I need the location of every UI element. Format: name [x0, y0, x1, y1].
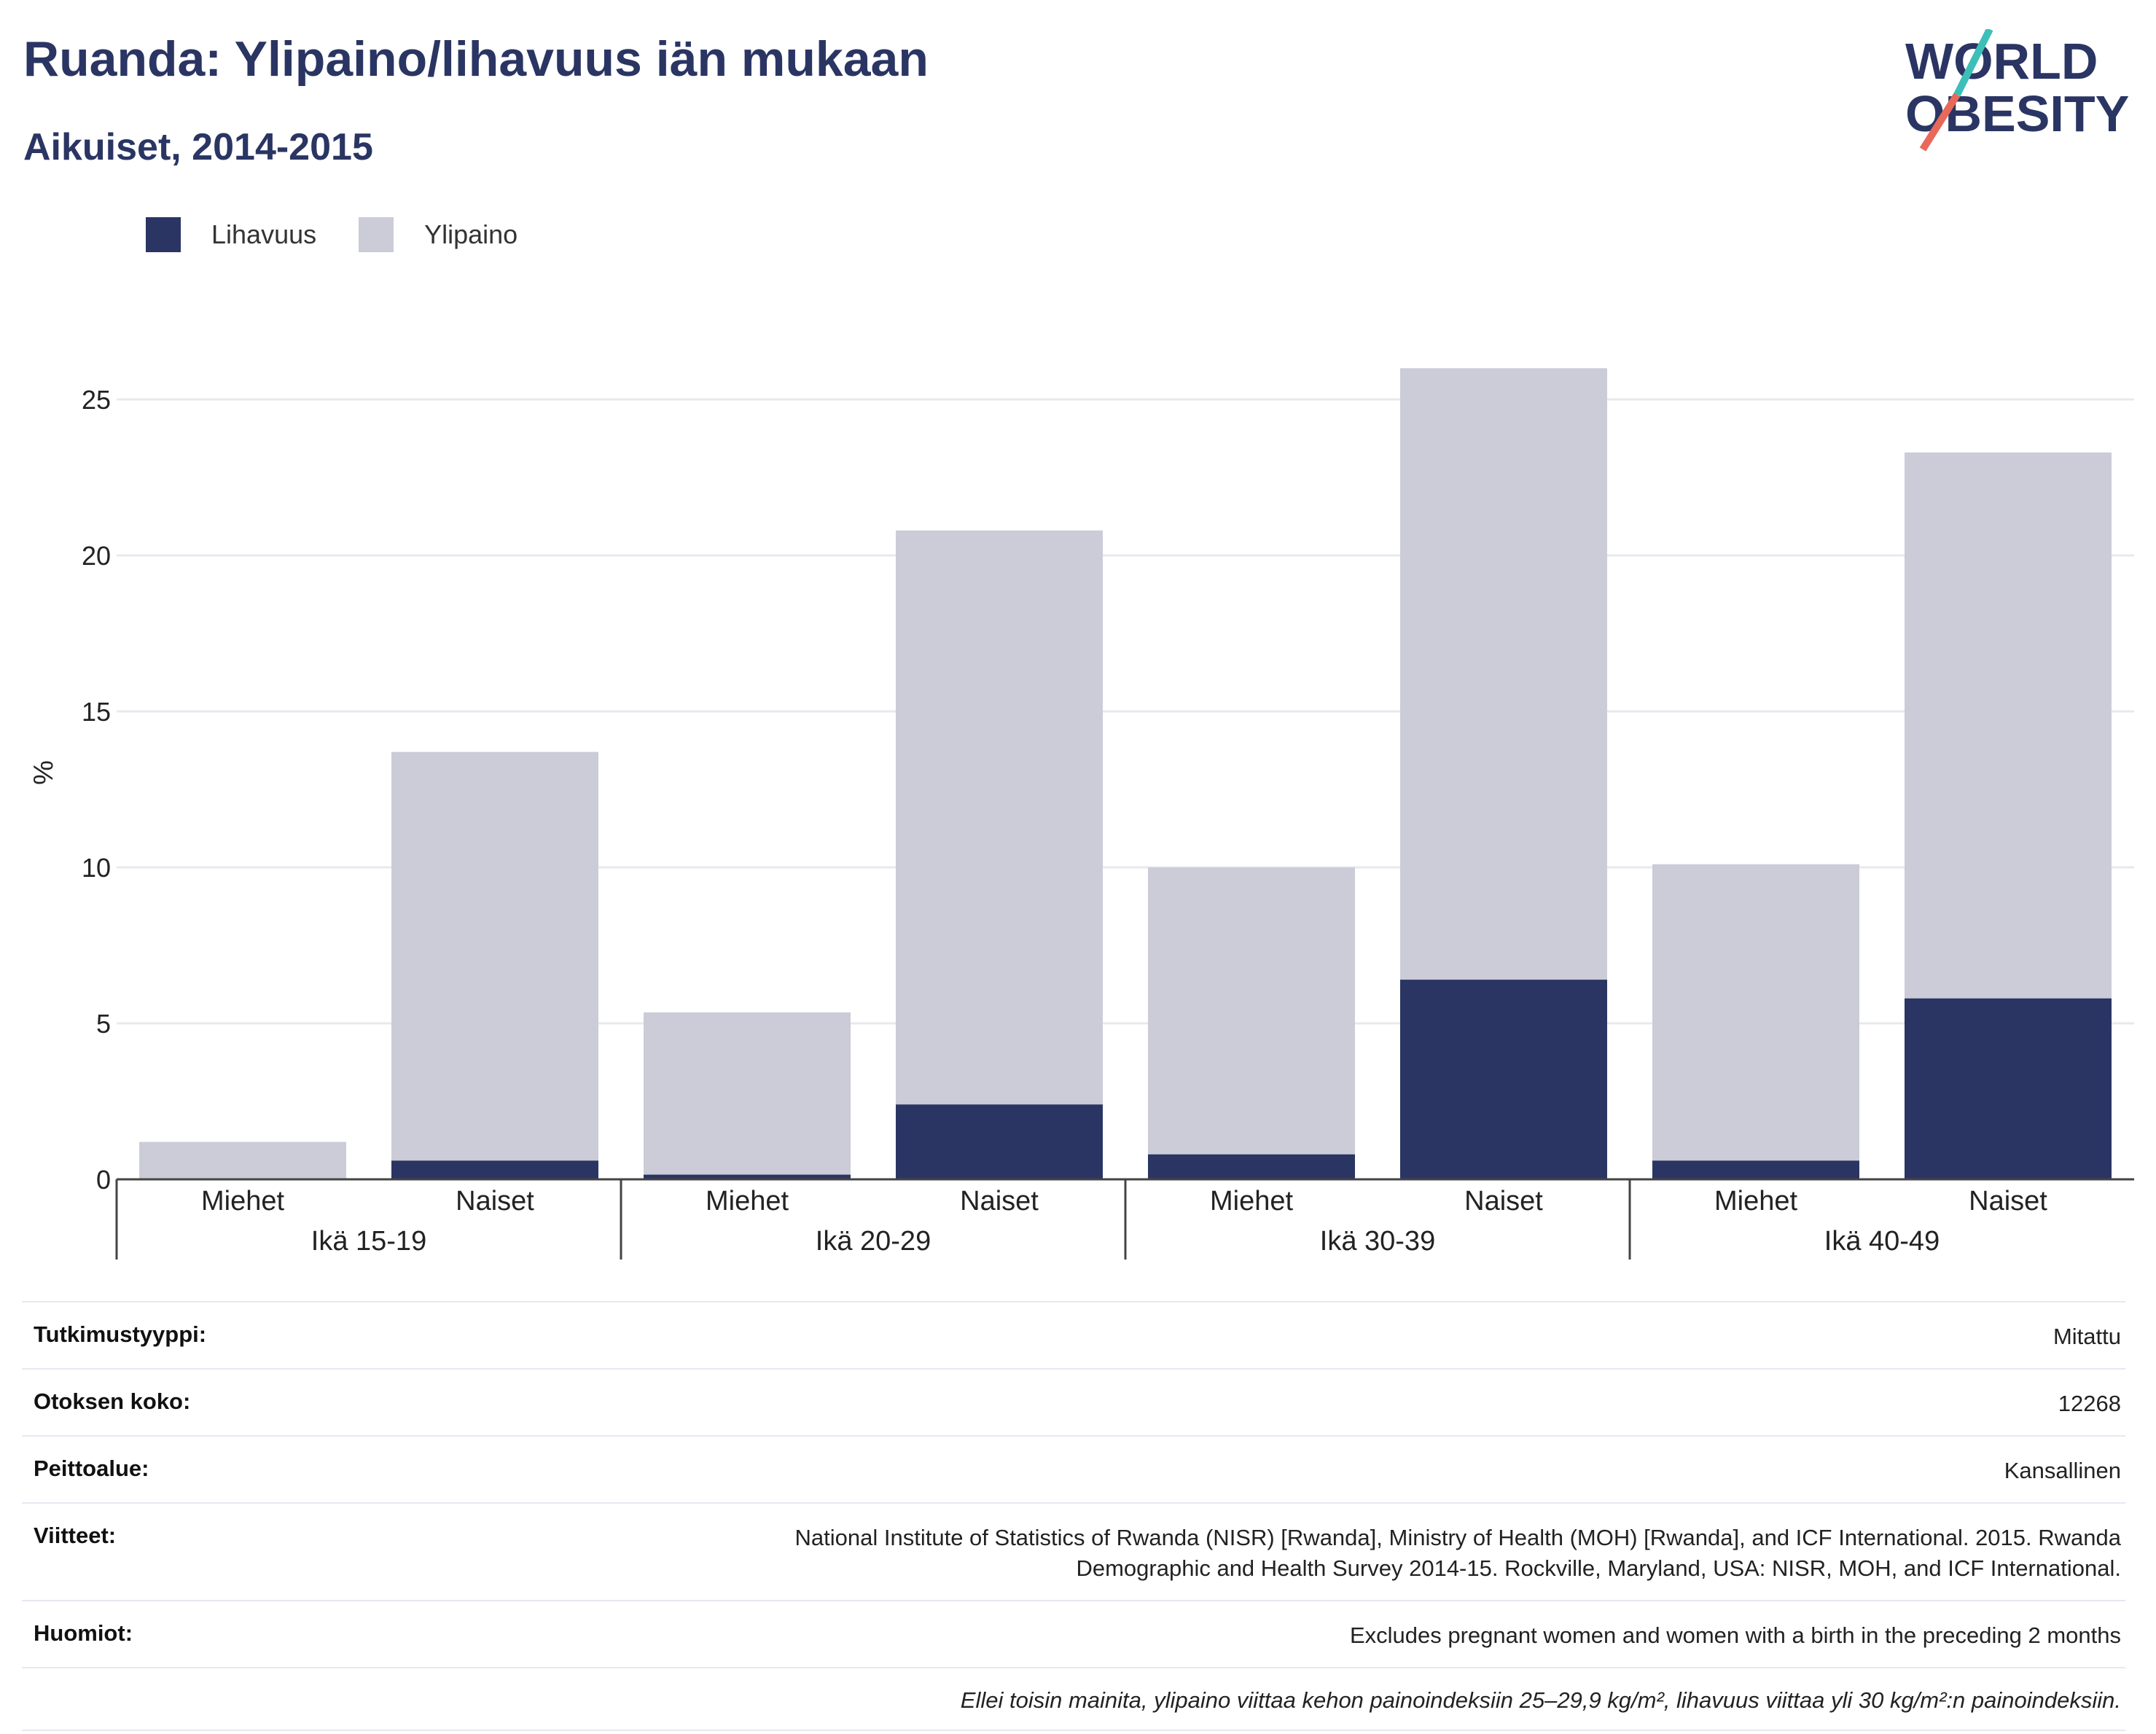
x-tick-label: Miehet	[201, 1186, 284, 1216]
meta-label: Huomiot:	[34, 1620, 133, 1646]
meta-row-coverage: Peittoalue: Kansallinen	[22, 1435, 2125, 1502]
meta-value: National Institute of Statistics of Rwan…	[795, 1523, 2121, 1584]
meta-value: Kansallinen	[2004, 1458, 2121, 1483]
world-obesity-logo: WORLD OBESITY	[1905, 29, 2129, 152]
reference-line-2: Demographic and Health Survey 2014-15. R…	[1076, 1555, 2121, 1581]
bar-overweight	[1652, 864, 1859, 1161]
bar-obesity	[896, 1104, 1103, 1179]
meta-row-sample-size: Otoksen koko: 12268	[22, 1368, 2125, 1435]
stacked-bar-chart: 0 5 10 15 20 25% Miehet Naiset Miehet Naiset Miehe…	[28, 368, 2134, 1260]
legend-swatch-obesity	[146, 217, 181, 252]
meta-row-study-type: Tutkimustyyppi: Mitattu	[22, 1301, 2125, 1368]
bar-overweight	[139, 1141, 346, 1179]
metadata-table: Tutkimustyyppi: Mitattu Otoksen koko: 12…	[22, 1301, 2125, 1731]
bar-overweight	[896, 530, 1103, 1105]
bar-obesity	[1400, 980, 1607, 1179]
group-label: Ikä 40-49	[1824, 1226, 1940, 1257]
meta-label: Peittoalue:	[34, 1456, 149, 1481]
y-tick-label: 20	[82, 541, 111, 571]
x-tick-label: Miehet	[706, 1186, 789, 1216]
footnote-text: Ellei toisin mainita, ylipaino viittaa k…	[960, 1687, 2121, 1713]
legend-item-obesity[interactable]: Lihavuus	[146, 217, 316, 252]
meta-value: Excludes pregnant women and women with a…	[1349, 1622, 2121, 1648]
page-subtitle: Aikuiset, 2014-2015	[23, 126, 373, 168]
bar-obesity	[1652, 1160, 1859, 1179]
meta-label: Otoksen koko:	[34, 1389, 191, 1414]
group-label: Ikä 30-39	[1320, 1226, 1435, 1257]
bar-obesity	[391, 1160, 598, 1179]
meta-row-references: Viitteet: National Institute of Statisti…	[22, 1502, 2125, 1600]
x-tick-label: Miehet	[1210, 1186, 1293, 1216]
bar-overweight	[1148, 867, 1355, 1155]
x-tick-label: Naiset	[960, 1186, 1039, 1216]
chart-legend: Lihavuus Ylipaino	[146, 217, 560, 252]
bar-overweight	[644, 1012, 851, 1175]
page-title: Ruanda: Ylipaino/lihavuus iän mukaan	[23, 31, 929, 87]
logo-slash-red	[1919, 93, 1961, 152]
group-label: Ikä 20-29	[816, 1226, 931, 1257]
y-tick-label: 5	[96, 1009, 111, 1039]
y-tick-label: 15	[82, 697, 111, 727]
bar-obesity	[1905, 998, 2112, 1179]
y-tick-label: 0	[96, 1165, 111, 1195]
logo-line1: WORLD	[1905, 33, 2098, 90]
meta-label: Viitteet:	[34, 1523, 117, 1548]
footnote: Ellei toisin mainita, ylipaino viittaa k…	[22, 1667, 2125, 1731]
bar-obesity	[644, 1174, 851, 1179]
y-tick-label: 25	[82, 385, 111, 415]
group-label: Ikä 15-19	[311, 1226, 426, 1257]
bar-obesity	[1148, 1154, 1355, 1179]
x-tick-label: Naiset	[1464, 1186, 1543, 1216]
meta-label: Tutkimustyyppi:	[34, 1321, 207, 1347]
meta-value: 12268	[2058, 1391, 2121, 1416]
legend-label-overweight: Ylipaino	[424, 219, 518, 249]
legend-label-obesity: Lihavuus	[211, 219, 317, 249]
bar-overweight	[1400, 368, 1607, 980]
x-tick-label: Miehet	[1714, 1186, 1797, 1216]
bar-overweight	[1905, 452, 2112, 999]
legend-item-overweight[interactable]: Ylipaino	[359, 217, 517, 252]
bar-overweight	[391, 751, 598, 1161]
meta-value: Mitattu	[2053, 1324, 2121, 1349]
x-tick-label: Naiset	[456, 1186, 534, 1216]
y-tick-label: 10	[82, 853, 111, 883]
reference-line-1: National Institute of Statistics of Rwan…	[794, 1525, 2121, 1550]
logo-slash-teal	[1953, 29, 1993, 97]
y-axis-title: %	[28, 760, 59, 785]
x-tick-label: Naiset	[1969, 1186, 2047, 1216]
legend-swatch-overweight	[359, 217, 394, 252]
meta-row-notes: Huomiot: Excludes pregnant women and wom…	[22, 1600, 2125, 1667]
